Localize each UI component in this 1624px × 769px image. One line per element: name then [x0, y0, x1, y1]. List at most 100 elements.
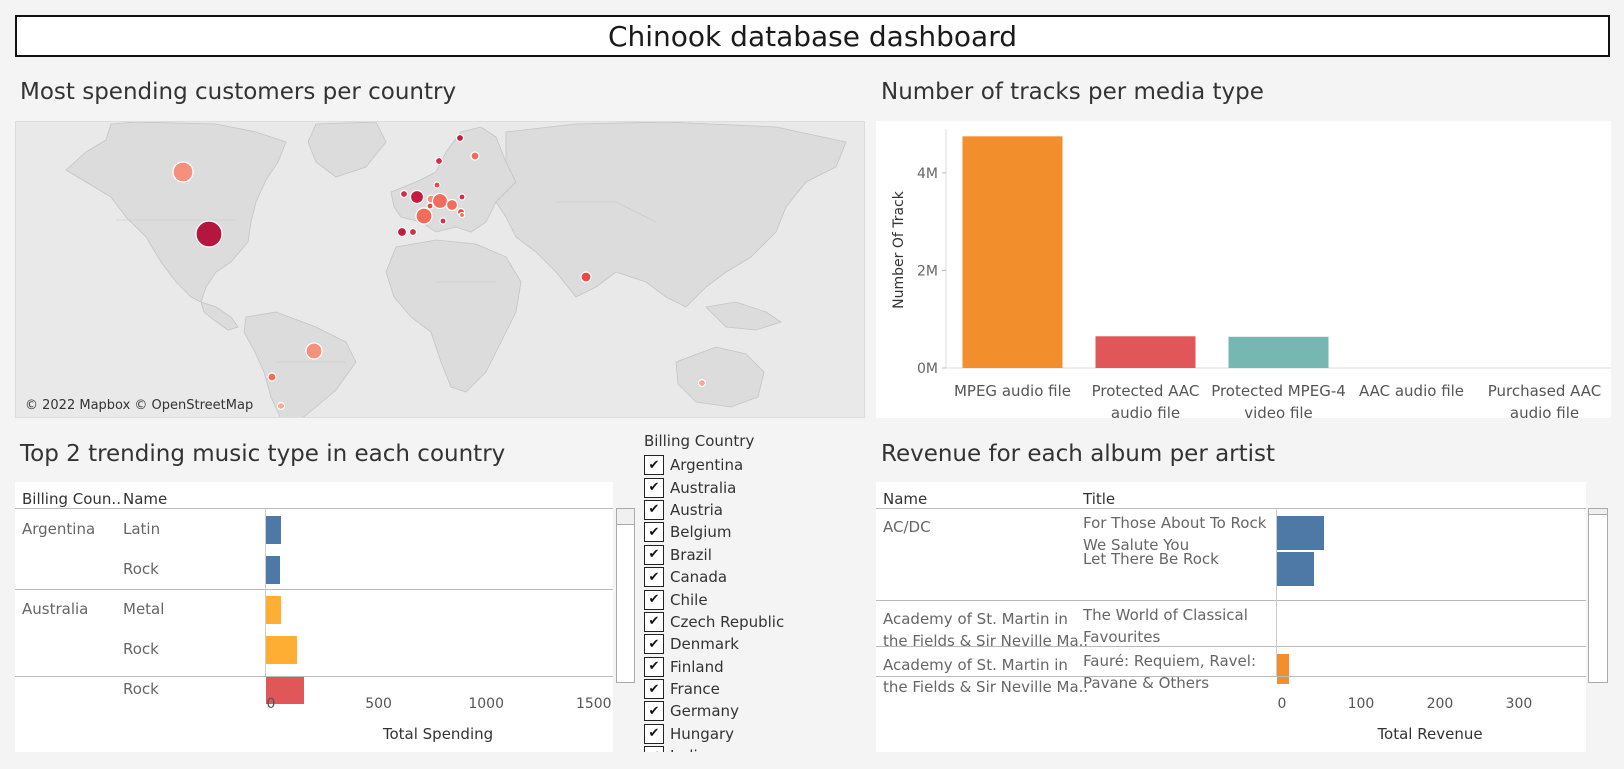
south-america-shape [243, 311, 357, 417]
spending-bar[interactable] [266, 596, 281, 624]
central-america-shape [200, 301, 239, 331]
cell-album-title: Let There Be Rock [1083, 550, 1219, 568]
y-tick-label: 4M [917, 166, 938, 182]
genre-table: Billing Coun.. Name Argentina Latin Rock Au… [15, 482, 613, 752]
north-america-shape [65, 122, 287, 303]
row-group-divider [876, 600, 1586, 601]
checkbox-checked-icon[interactable]: ✔ [644, 611, 664, 632]
y-axis-title: Number Of Track [891, 190, 907, 309]
x-tick-label: 300 [1505, 696, 1533, 712]
filter-item-germany[interactable]: ✔ Germany [644, 700, 814, 722]
southeast-asia-shape [705, 301, 782, 331]
x-tick-label: video file [1244, 404, 1313, 418]
marker-chile [267, 372, 277, 382]
marker-finland [470, 151, 480, 161]
marker-poland [458, 193, 466, 201]
x-tick-label: Protected AAC [1092, 382, 1200, 400]
filter-item-argentina[interactable]: ✔ Argentina [644, 454, 814, 476]
bar-protected-aac-audio-file[interactable] [1095, 336, 1196, 368]
cell-artist-name: the Fields & Sir Neville Ma.. [883, 678, 1089, 696]
filter-item-denmark[interactable]: ✔ Denmark [644, 633, 814, 655]
tracks-chart: 4M 2M 0M Number Of Track MPEG audio file Prot… [876, 121, 1611, 418]
filter-item-label: Brazil [670, 545, 712, 564]
tracks-chart-title: Number of tracks per media type [881, 79, 1264, 105]
cell-artist-name: AC/DC [883, 518, 931, 536]
filter-item-czech-republic[interactable]: ✔ Czech Republic [644, 611, 814, 633]
spending-bar[interactable] [266, 556, 281, 584]
album-scroll-thumb[interactable] [1589, 509, 1607, 515]
billing-country-filter: Billing Country ✔ Argentina ✔ Australia ✔ Aus… [644, 432, 814, 752]
world-map-shapes [65, 122, 847, 417]
cell-genre-name: Metal [123, 600, 165, 618]
cell-country: Australia [22, 600, 89, 618]
map-title: Most spending customers per country [20, 79, 457, 105]
cell-album-title: The World of Classical [1083, 606, 1248, 624]
filter-item-label: Finland [670, 657, 724, 676]
cell-genre-name: Rock [123, 560, 159, 578]
spending-bar[interactable] [266, 636, 298, 664]
filter-item-austria[interactable]: ✔ Austria [644, 499, 814, 521]
x-tick-label: 200 [1426, 696, 1454, 712]
checkbox-checked-icon[interactable]: ✔ [644, 477, 664, 498]
filter-item-finland[interactable]: ✔ Finland [644, 656, 814, 678]
asia-shape [495, 122, 847, 308]
marker-belgium [426, 202, 434, 210]
spending-bar[interactable] [266, 516, 282, 544]
bar-mpeg-audio-file[interactable] [962, 136, 1063, 368]
genre-scroll-thumb[interactable] [617, 509, 634, 525]
checkbox-checked-icon[interactable]: ✔ [644, 679, 664, 700]
table-bottom-line [15, 676, 613, 677]
filter-item-hungary[interactable]: ✔ Hungary [644, 723, 814, 745]
filter-item-label: Hungary [670, 724, 735, 743]
y-tick-label: 0M [917, 361, 938, 377]
checkbox-checked-icon[interactable]: ✔ [644, 455, 664, 476]
filter-item-brazil[interactable]: ✔ Brazil [644, 544, 814, 566]
africa-shape [385, 239, 522, 393]
col-header-country[interactable]: Billing Coun.. [22, 490, 121, 508]
revenue-bar[interactable] [1277, 654, 1289, 684]
col-header-artist[interactable]: Name [883, 490, 928, 508]
x-tick-label: 1000 [468, 696, 505, 712]
checkbox-checked-icon[interactable]: ✔ [644, 544, 664, 565]
cell-album-title: For Those About To Rock [1083, 514, 1267, 532]
spending-bar[interactable] [266, 676, 304, 704]
marker-denmark [433, 181, 441, 189]
y-tick-label: 2M [917, 263, 938, 279]
x-tick-label: audio file [1510, 404, 1579, 418]
filter-item-canada[interactable]: ✔ Canada [644, 566, 814, 588]
filter-item-australia[interactable]: ✔ Australia [644, 476, 814, 498]
cell-country: Argentina [22, 520, 96, 538]
checkbox-checked-icon[interactable]: ✔ [644, 567, 664, 588]
filter-item-chile[interactable]: ✔ Chile [644, 588, 814, 610]
x-tick-label: 0 [266, 696, 276, 712]
cell-album-title: Favourites [1083, 628, 1161, 646]
filter-item-label: India [670, 747, 707, 752]
cell-artist-name: the Fields & Sir Neville Ma.. [883, 632, 1089, 650]
filter-item-belgium[interactable]: ✔ Belgium [644, 521, 814, 543]
marker-argentina [276, 401, 286, 411]
checkbox-checked-icon[interactable]: ✔ [644, 499, 664, 520]
australia-shape [675, 346, 765, 408]
checkbox-checked-icon[interactable]: ✔ [644, 522, 664, 543]
filter-item-france[interactable]: ✔ France [644, 678, 814, 700]
col-header-name[interactable]: Name [123, 490, 168, 508]
revenue-bar[interactable] [1277, 552, 1315, 586]
checkbox-checked-icon[interactable]: ✔ [644, 746, 664, 752]
checkbox-checked-icon[interactable]: ✔ [644, 701, 664, 722]
checkbox-checked-icon[interactable]: ✔ [644, 634, 664, 655]
cell-album-title: We Salute You [1083, 536, 1190, 554]
checkbox-checked-icon[interactable]: ✔ [644, 656, 664, 677]
checkbox-checked-icon[interactable]: ✔ [644, 589, 664, 610]
filter-item-india[interactable]: ✔ India [644, 745, 814, 752]
checkbox-checked-icon[interactable]: ✔ [644, 723, 664, 744]
world-map[interactable]: © 2022 Mapbox © OpenStreetMap [15, 121, 865, 418]
genre-table-scrollbar[interactable] [616, 508, 635, 683]
col-header-title[interactable]: Title [1083, 490, 1116, 508]
marker-sweden [434, 156, 444, 166]
bar-protected-mpeg-4-video-file[interactable] [1228, 336, 1329, 368]
filter-item-label: Chile [670, 590, 708, 609]
genre-table-title: Top 2 trending music type in each countr… [20, 441, 506, 467]
album-table-scrollbar[interactable] [1588, 508, 1608, 683]
filter-item-label: Australia [670, 478, 737, 497]
revenue-bar[interactable] [1277, 516, 1324, 550]
